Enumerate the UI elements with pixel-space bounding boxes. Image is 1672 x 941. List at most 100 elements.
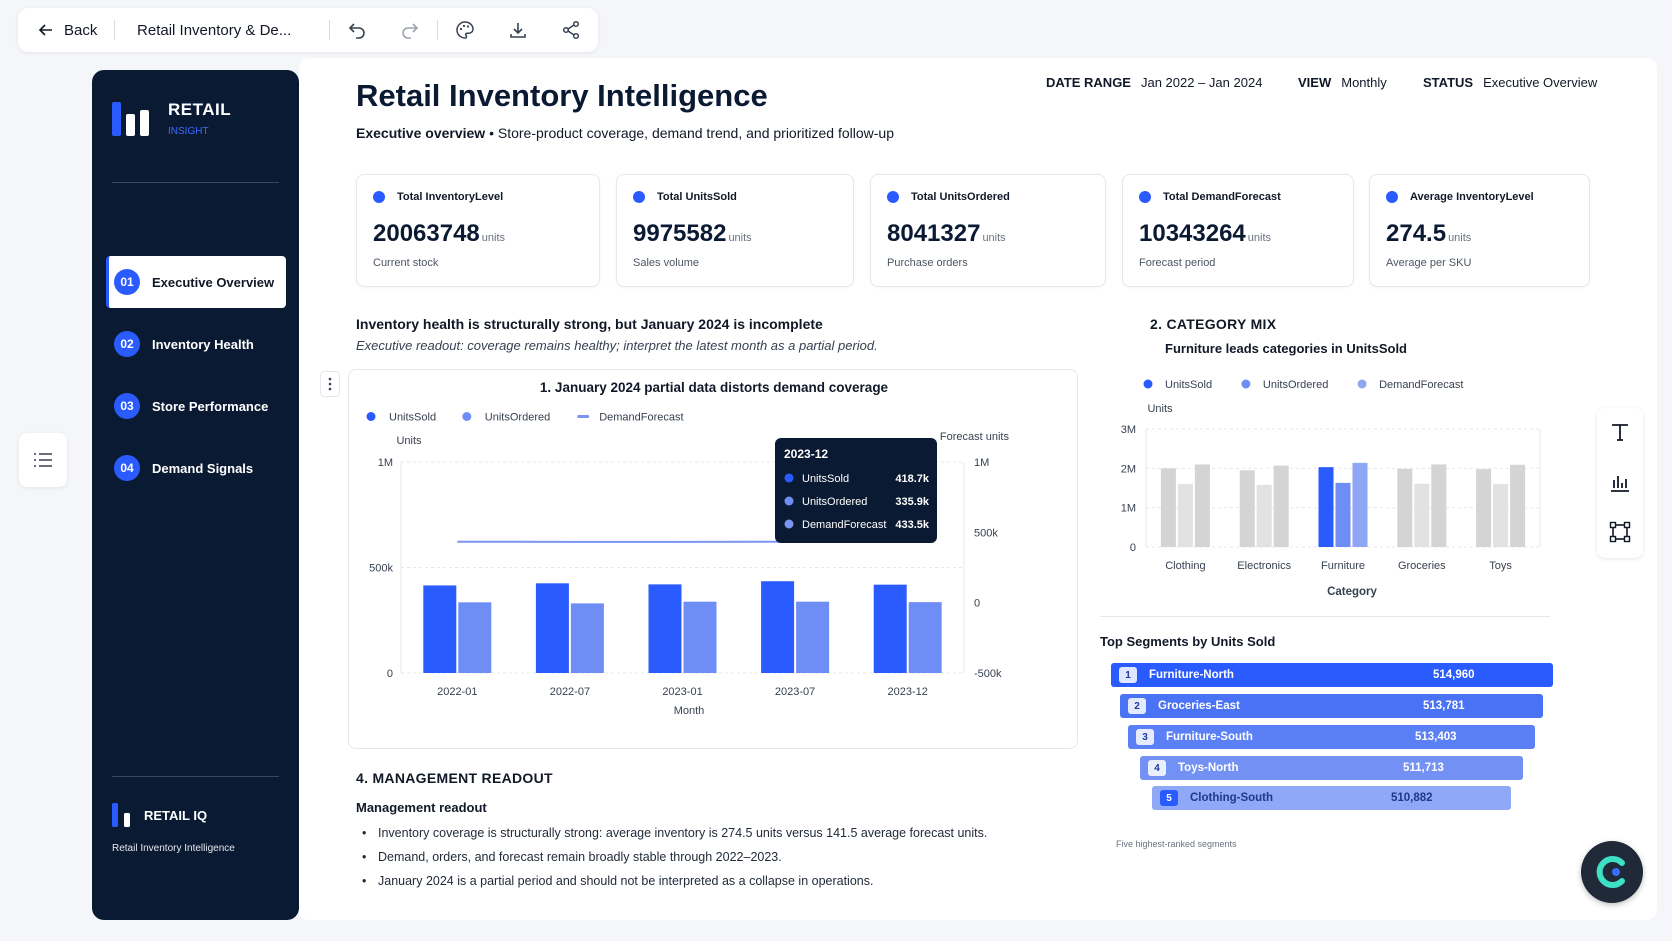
- segments-footnote: Five highest-ranked segments: [1116, 839, 1237, 849]
- logo-bars-icon: [112, 100, 156, 136]
- tooltip-series-name: UnitsSold: [802, 473, 849, 485]
- shape-tool-button[interactable]: [1608, 520, 1632, 544]
- bar-unitsordered: [1256, 484, 1272, 547]
- segments-title: Top Segments by Units Sold: [1100, 634, 1276, 649]
- x-axis-label: Category: [1327, 586, 1377, 598]
- bar-demandforecast: [1352, 462, 1368, 547]
- bar-unitssold: [648, 584, 682, 673]
- document-title[interactable]: Retail Inventory & De...: [137, 21, 292, 39]
- kpi-dot: [373, 191, 385, 203]
- kpi-value: 20063748: [373, 220, 480, 247]
- bar-unitssold: [1318, 467, 1334, 547]
- bar-unitsordered: [683, 601, 717, 673]
- bar-unitssold: [1476, 469, 1492, 547]
- redo-icon: [402, 23, 419, 39]
- list-item: Inventory coverage is structurally stron…: [362, 826, 987, 850]
- section4-subtitle: Management readout: [356, 800, 487, 815]
- share-button[interactable]: [559, 16, 584, 44]
- legend-label: UnitsSold: [389, 412, 436, 424]
- y2-tick-label: -500k: [974, 668, 1002, 680]
- category-mix-chart[interactable]: UnitsSold UnitsOrdered DemandForecast Units…: [1100, 368, 1550, 618]
- x-tick-label: Furniture: [1321, 560, 1365, 572]
- status-label: STATUS: [1423, 75, 1474, 90]
- y-axis-label: Units: [396, 435, 422, 447]
- segment-bar[interactable]: 2 Groceries-East 513,781: [1120, 694, 1543, 718]
- logo-small-icon: [112, 803, 130, 827]
- tooltip-series-value: 335.9k: [895, 496, 930, 508]
- kpi-card: Average InventoryLevel 274.5 units Averag…: [1369, 174, 1590, 287]
- outline-button[interactable]: [19, 433, 67, 487]
- bar-demandforecast: [1510, 464, 1526, 547]
- sidebar-item-store-performance[interactable]: 03 Store Performance: [106, 380, 286, 432]
- text-tool-button[interactable]: [1608, 420, 1632, 444]
- bar-unitssold: [1397, 468, 1413, 547]
- section2-title: 2. CATEGORY MIX: [1150, 316, 1277, 332]
- sidebar-item-inventory-health[interactable]: 02 Inventory Health: [106, 318, 286, 370]
- chart-menu-button[interactable]: [320, 371, 340, 397]
- segment-bar[interactable]: 3 Furniture-South 513,403: [1128, 725, 1535, 749]
- y-tick-label: 3M: [1121, 424, 1136, 436]
- bar-unitsordered: [796, 601, 830, 673]
- legend-label: UnitsSold: [1165, 379, 1212, 391]
- download-button[interactable]: [505, 16, 530, 44]
- segment-name: Clothing-South: [1190, 792, 1274, 804]
- kpi-dot: [887, 191, 899, 203]
- view-value: Monthly: [1341, 75, 1387, 90]
- date-range-value: Jan 2022 – Jan 2024: [1140, 75, 1263, 90]
- segment-bar[interactable]: 1 Furniture-North 514,960: [1111, 663, 1553, 687]
- tooltip-swatch: [784, 473, 794, 483]
- toolbar-divider: [114, 20, 116, 40]
- redo-button[interactable]: [398, 16, 423, 44]
- section1-subtitle: Executive readout: coverage remains heal…: [356, 338, 878, 353]
- kpi-unit: units: [481, 232, 506, 244]
- chart-divider: [1100, 616, 1550, 617]
- bar-unitssold: [1160, 468, 1176, 547]
- sidebar: RETAIL INSIGHT 01 Executive Overview 02 …: [92, 70, 299, 920]
- bar-unitssold: [873, 584, 907, 673]
- palette-icon: [455, 21, 474, 39]
- sidebar-item-label: Executive Overview: [152, 274, 275, 290]
- segment-bar[interactable]: 5 Clothing-South 510,882: [1152, 786, 1511, 810]
- kebab-icon: [328, 377, 332, 391]
- legend-label: UnitsOrdered: [485, 412, 550, 424]
- segment-rank: 2: [1128, 698, 1146, 714]
- chart-tool-button[interactable]: [1608, 470, 1632, 494]
- sidebar-item-demand-signals[interactable]: 04 Demand Signals: [106, 442, 286, 494]
- sidebar-item-executive-overview[interactable]: 01 Executive Overview: [106, 256, 286, 308]
- nav-number: 03: [114, 393, 140, 419]
- frame-icon: [1609, 521, 1631, 543]
- tooltip-box: [775, 438, 937, 543]
- nav-number: 02: [114, 331, 140, 357]
- x-tick-label: 2023-12: [888, 686, 928, 698]
- x-axis-label: Month: [674, 705, 705, 717]
- sidebar-divider: [112, 182, 279, 183]
- nav-number: 01: [114, 269, 140, 295]
- assistant-logo-icon: [1596, 856, 1625, 888]
- demand-coverage-chart[interactable]: 1. January 2024 partial data distorts de…: [348, 369, 1078, 749]
- x-tick-label: 2023-01: [662, 686, 702, 698]
- logo-title: RETAIL: [168, 100, 232, 119]
- segment-rank: 5: [1160, 790, 1178, 806]
- kpi-card: Total InventoryLevel 20063748 units Curre…: [356, 174, 600, 287]
- x-tick-label: Groceries: [1398, 560, 1446, 572]
- legend-swatch: [462, 412, 472, 421]
- legend-swatch: [1241, 379, 1251, 389]
- readout-list: Inventory coverage is structurally stron…: [362, 826, 987, 898]
- footer-subtitle: Retail Inventory Intelligence: [112, 843, 235, 854]
- theme-button[interactable]: [452, 16, 477, 44]
- x-tick-label: Electronics: [1237, 560, 1291, 572]
- legend-swatch: [366, 412, 376, 421]
- x-tick-label: Toys: [1489, 560, 1512, 572]
- kpi-label: Total DemandForecast: [1163, 191, 1281, 203]
- sidebar-logo: RETAIL INSIGHT: [112, 100, 231, 137]
- back-button[interactable]: Back: [18, 22, 114, 39]
- undo-button[interactable]: [344, 16, 369, 44]
- tooltip-series-value: 418.7k: [895, 473, 930, 485]
- nav-number: 04: [114, 455, 140, 481]
- y2-tick-label: 1M: [974, 457, 989, 469]
- tooltip-title: 2023-12: [784, 447, 828, 461]
- segment-value: 513,403: [1415, 731, 1457, 743]
- assistant-button[interactable]: [1581, 841, 1643, 903]
- segment-bar[interactable]: 4 Toys-North 511,713: [1140, 756, 1523, 780]
- tooltip-swatch: [784, 496, 794, 506]
